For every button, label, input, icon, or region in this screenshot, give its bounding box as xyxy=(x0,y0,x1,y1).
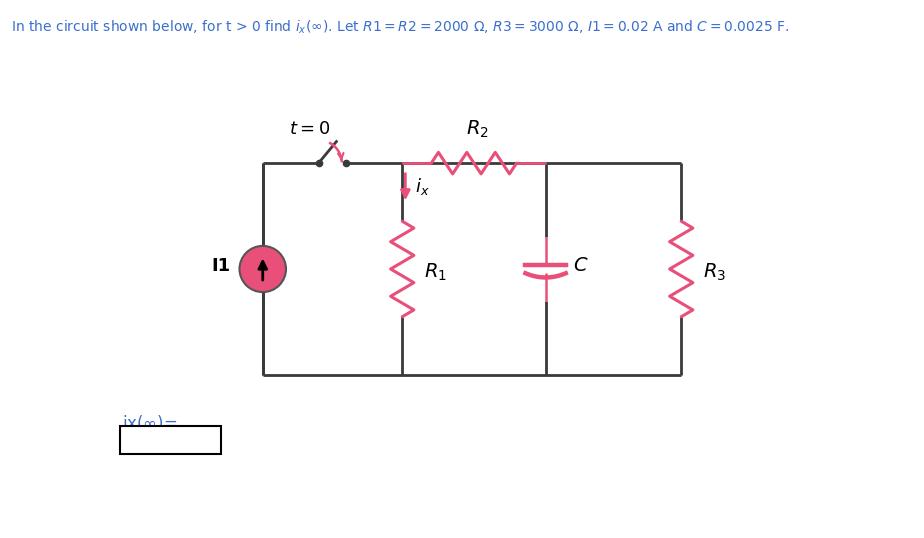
Text: $R_2$: $R_2$ xyxy=(466,119,489,140)
Text: $t=0$: $t=0$ xyxy=(288,121,330,138)
Text: In the circuit shown below, for t > 0 find $i_x(\infty)$. Let $R1 = R2 = 2000$ $: In the circuit shown below, for t > 0 fi… xyxy=(11,19,789,36)
Text: $i_x$: $i_x$ xyxy=(416,176,430,197)
Text: $R_1$: $R_1$ xyxy=(424,262,447,284)
Text: I1: I1 xyxy=(211,257,230,275)
Circle shape xyxy=(239,246,286,292)
Text: $C$: $C$ xyxy=(573,256,589,274)
Text: ix($\infty$)=: ix($\infty$)= xyxy=(122,413,177,434)
FancyBboxPatch shape xyxy=(120,427,221,454)
Text: $R_3$: $R_3$ xyxy=(703,262,726,284)
